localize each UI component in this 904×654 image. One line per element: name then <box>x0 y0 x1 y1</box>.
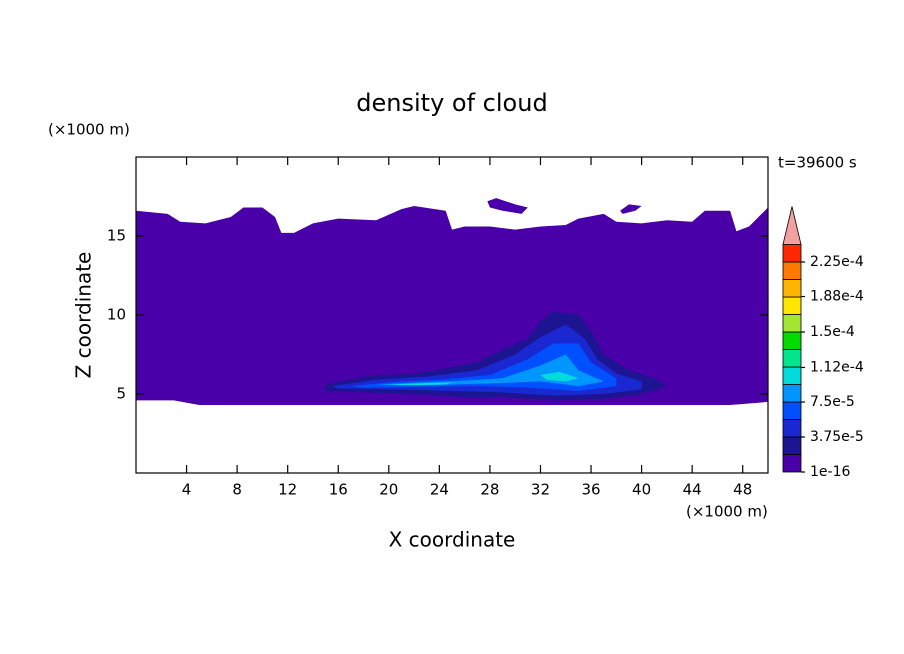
y-unit: (×1000 m) <box>48 121 130 139</box>
colorbar-box <box>782 366 802 385</box>
colorbar-box <box>782 279 802 298</box>
colorbar-label: 1.88e-4 <box>810 289 864 305</box>
x-tick-label: 20 <box>379 481 398 499</box>
x-unit: (×1000 m) <box>686 503 768 521</box>
y-tick-label: 10 <box>107 306 126 324</box>
contour-fill <box>540 371 579 382</box>
colorbar-box <box>782 261 802 280</box>
x-tick-label: 24 <box>430 481 449 499</box>
colorbar-label: 1.12e-4 <box>810 359 864 375</box>
colorbar-box <box>782 454 802 473</box>
contour-fill <box>487 198 528 214</box>
contour-fill <box>620 204 642 214</box>
contour-fill <box>136 205 768 406</box>
x-tick-label: 8 <box>232 481 242 499</box>
colorbar-box <box>782 436 802 455</box>
colorbar-label: 3.75e-5 <box>810 429 864 445</box>
x-tick-label: 36 <box>581 481 600 499</box>
y-tick-label: 5 <box>116 385 126 403</box>
chart-title: density of cloud <box>356 89 547 117</box>
contour-layer <box>136 198 768 406</box>
time-label: t=39600 s <box>778 154 857 172</box>
y-axis-title: Z coordinate <box>72 252 96 379</box>
colorbar-label: 2.25e-4 <box>810 254 864 270</box>
y-tick-label: 15 <box>107 227 126 245</box>
colorbar-box <box>782 384 802 403</box>
x-tick-label: 48 <box>733 481 752 499</box>
x-tick-label: 28 <box>480 481 499 499</box>
x-tick-label: 16 <box>329 481 348 499</box>
x-tick-label: 32 <box>531 481 550 499</box>
x-axis-title: X coordinate <box>389 528 516 552</box>
contour-fill <box>388 382 452 386</box>
colorbar-label: 1e-16 <box>810 464 850 480</box>
colorbar-label: 7.5e-5 <box>810 394 855 410</box>
colorbar-box <box>782 331 802 350</box>
colorbar-label: 1.5e-4 <box>810 324 855 340</box>
colorbar-box <box>782 401 802 420</box>
colorbar-box <box>782 419 802 438</box>
x-tick-label: 4 <box>182 481 192 499</box>
colorbar-box <box>782 244 802 263</box>
x-tick-label: 44 <box>683 481 702 499</box>
colorbar-box <box>782 314 802 333</box>
x-tick-label: 40 <box>632 481 651 499</box>
x-tick-label: 12 <box>278 481 297 499</box>
colorbar-box <box>782 349 802 368</box>
colorbar-over <box>782 206 802 245</box>
colorbar-box <box>782 296 802 315</box>
